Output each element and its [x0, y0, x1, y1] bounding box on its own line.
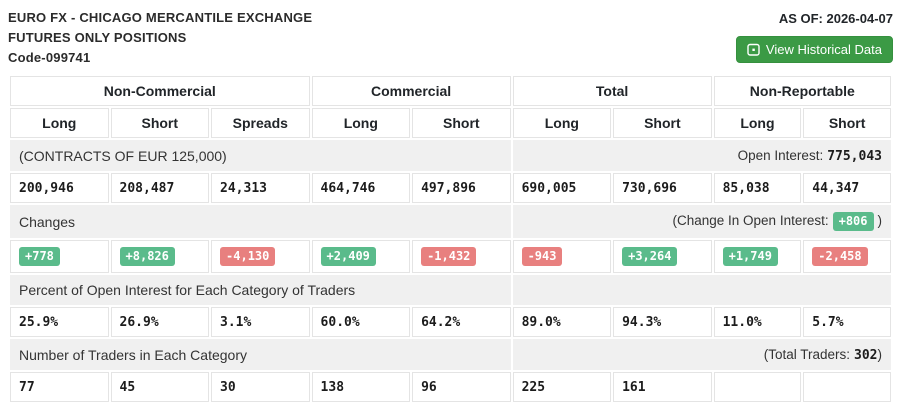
col-nc-spreads: Spreads — [211, 108, 310, 138]
traders-value: 96 — [412, 372, 511, 402]
percent-row: 25.9% 26.9% 3.1% 60.0% 64.2% 89.0% 94.3%… — [10, 307, 891, 337]
percent-section-row: Percent of Open Interest for Each Catego… — [10, 275, 891, 305]
change-oi-prefix: (Change In Open Interest: — [672, 213, 829, 228]
position-value: 730,696 — [613, 173, 712, 203]
change-badge: +8,826 — [119, 247, 175, 266]
view-historical-data-button[interactable]: View Historical Data — [735, 36, 893, 63]
column-header-row: Long Short Spreads Long Short Long Short… — [10, 108, 891, 138]
col-t-short: Short — [613, 108, 712, 138]
change-open-interest-cell: (Change In Open Interest: +806) — [512, 205, 891, 238]
col-c-long: Long — [311, 108, 411, 138]
open-interest-label: Open Interest: — [737, 148, 824, 163]
group-non-reportable: Non-Reportable — [713, 76, 891, 106]
change-oi-suffix: ) — [877, 213, 883, 228]
traders-value: 45 — [110, 372, 210, 402]
traders-value-empty — [803, 372, 891, 402]
change-badge: -4,130 — [220, 247, 276, 266]
change-badge: -2,458 — [812, 247, 868, 266]
change-badge: +2,409 — [320, 247, 376, 266]
positions-row: 200,946 208,487 24,313 464,746 497,896 6… — [10, 173, 891, 203]
report-subtitle: FUTURES ONLY POSITIONS — [8, 30, 187, 45]
total-traders-prefix: (Total Traders: — [763, 347, 851, 362]
col-c-short: Short — [412, 108, 511, 138]
traders-value: 161 — [613, 372, 712, 402]
percent-value: 11.0% — [713, 307, 802, 337]
report-title: EURO FX - CHICAGO MERCANTILE EXCHANGE — [8, 10, 313, 25]
change-badge: -943 — [521, 247, 563, 266]
contracts-section-row: (CONTRACTS OF EUR 125,000) Open Interest… — [10, 140, 891, 171]
change-badge: +778 — [19, 247, 60, 266]
position-value: 85,038 — [713, 173, 802, 203]
change-badge: +3,264 — [622, 247, 678, 266]
position-value: 690,005 — [512, 173, 612, 203]
total-traders-suffix: ) — [877, 347, 883, 362]
traders-value: 77 — [10, 372, 109, 402]
report-titles: EURO FX - CHICAGO MERCANTILE EXCHANGE FU… — [8, 8, 312, 68]
cot-table: Non-Commercial Commercial Total Non-Repo… — [8, 74, 893, 404]
calendar-icon — [747, 43, 760, 56]
percent-value: 3.1% — [211, 307, 310, 337]
as-of-date: AS OF: 2026-04-07 — [778, 11, 893, 26]
percent-value: 94.3% — [613, 307, 712, 337]
position-value: 24,313 — [211, 173, 310, 203]
change-oi-badge: +806 — [832, 212, 874, 231]
traders-value-empty — [713, 372, 802, 402]
position-value: 200,946 — [10, 173, 109, 203]
percent-value: 60.0% — [311, 307, 411, 337]
changes-label: Changes — [10, 205, 511, 238]
changes-section-row: Changes (Change In Open Interest: +806) — [10, 205, 891, 238]
group-total: Total — [512, 76, 712, 106]
open-interest-value: 775,043 — [827, 149, 882, 164]
group-non-commercial: Non-Commercial — [10, 76, 310, 106]
percent-label: Percent of Open Interest for Each Catego… — [10, 275, 511, 305]
traders-label: Number of Traders in Each Category — [10, 339, 511, 370]
col-t-long: Long — [512, 108, 612, 138]
total-traders-cell: (Total Traders: 302) — [512, 339, 891, 370]
percent-value: 5.7% — [803, 307, 891, 337]
traders-section-row: Number of Traders in Each Category (Tota… — [10, 339, 891, 370]
report-code: Code-099741 — [8, 50, 91, 65]
report-header: EURO FX - CHICAGO MERCANTILE EXCHANGE FU… — [8, 8, 893, 68]
traders-value: 30 — [211, 372, 310, 402]
changes-row: +778 +8,826 -4,130 +2,409 -1,432 -943 +3… — [10, 240, 891, 273]
position-value: 208,487 — [110, 173, 210, 203]
report-header-right: AS OF: 2026-04-07 View Historical Data — [735, 8, 893, 63]
position-value: 44,347 — [803, 173, 891, 203]
change-badge: +1,749 — [722, 247, 778, 266]
col-nc-short: Short — [110, 108, 210, 138]
total-traders-value: 302 — [854, 348, 878, 363]
col-nc-long: Long — [10, 108, 109, 138]
view-historical-data-label: View Historical Data — [765, 42, 882, 57]
contracts-label: (CONTRACTS OF EUR 125,000) — [10, 140, 511, 171]
position-value: 497,896 — [412, 173, 511, 203]
percent-value: 64.2% — [412, 307, 511, 337]
change-badge: -1,432 — [421, 247, 477, 266]
group-header-row: Non-Commercial Commercial Total Non-Repo… — [10, 76, 891, 106]
percent-value: 89.0% — [512, 307, 612, 337]
position-value: 464,746 — [311, 173, 411, 203]
col-nr-long: Long — [713, 108, 802, 138]
group-commercial: Commercial — [311, 76, 511, 106]
traders-row: 77 45 30 138 96 225 161 — [10, 372, 891, 402]
open-interest-cell: Open Interest: 775,043 — [512, 140, 891, 171]
percent-value: 26.9% — [110, 307, 210, 337]
percent-section-spacer — [512, 275, 891, 305]
percent-value: 25.9% — [10, 307, 109, 337]
traders-value: 138 — [311, 372, 411, 402]
col-nr-short: Short — [803, 108, 891, 138]
traders-value: 225 — [512, 372, 612, 402]
